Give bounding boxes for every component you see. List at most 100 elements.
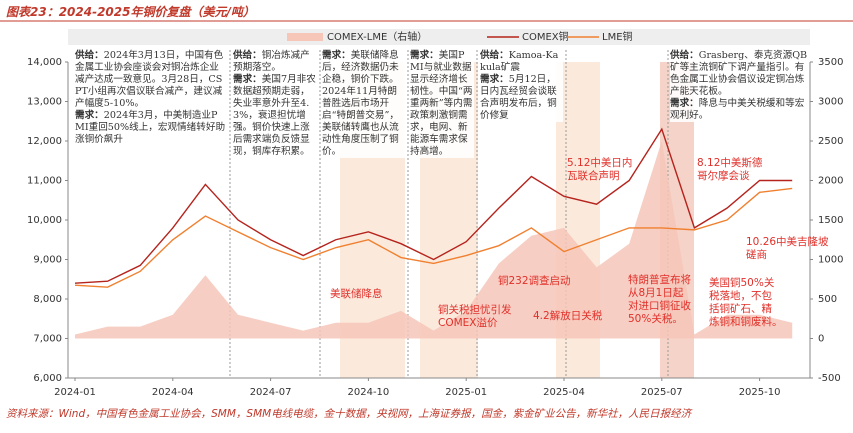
annotation-text: 2024年3月，中美制造业PMI重回50%线上，宏观情绪转好助涨铜价飙升 [75,110,226,145]
annotation-box: 需求：美国PMI与就业数据显示经济增长韧性。中国“两重两新”等内需政策刺激铜需求… [410,50,474,158]
annotation-text: 美国PMI与就业数据显示经济增长韧性。中国“两重两新”等内需政策刺激铜需求，电网… [410,50,473,157]
callout-line: 对进口铜征收 [628,299,691,312]
x-tick-label: 2025-07 [641,387,683,398]
annotation-label: 供给： [670,50,699,61]
legend-swatch [287,33,323,41]
annotation-label: 供给： [233,50,262,61]
x-tick-label: 2025-01 [445,387,487,398]
price-line [74,187,793,288]
price-line [74,127,793,284]
y2-tick-label: 1500 [818,215,843,226]
callout-line: 8.12中美斯德 [697,156,763,169]
x-tick-label: 2024-04 [152,387,194,398]
legend-label: LME铜 [602,31,633,43]
callout-line: 5.12中美日内 [567,156,632,169]
y-tick-label: 11,000 [27,176,62,187]
y-tick-label: 6,000 [33,373,62,384]
callout-line: 磋商 [746,248,767,261]
annotation-paragraph: 需求：2024年3月，中美制造业PMI重回50%线上，宏观情绪转好助涨铜价飙升 [75,110,227,146]
callout-line: 从8月1日起 [628,287,684,299]
callout-line: 铜关税担忧引发 [438,303,512,316]
source-note: 资料来源：Wind，中国有色金属工业协会，SMM，SMM电线电缆，金十数据，央视… [6,408,692,420]
y2-tick-label: 2500 [818,136,843,147]
callout-line: 特朗普宣布将 [628,273,691,286]
callout-line: 括铜矿石、精 [709,302,772,315]
y-tick-label: 8,000 [33,294,62,305]
x-tick-label: 2024-07 [250,387,292,398]
x-tick-label: 2024-10 [348,387,390,398]
annotation-box: 供给：Grasberg、泰克资源QB矿等主流铜矿下调产量指引。有色金属工业协会倡… [670,50,808,122]
y-tick-label: 13,000 [27,97,62,108]
annotation-paragraph: 供给：2024年3月13日，中国有色金属工业协会座谈会对铜冶炼企业减产达成一致意… [75,50,227,110]
y-tick-label: 10,000 [27,215,62,226]
callout: 10.26中美吉隆坡磋商 [746,235,829,261]
callout-line: 铜232调查启动 [498,274,571,287]
y-tick-label: 14,000 [27,57,62,68]
legend-label: COMEX铜 [522,31,569,43]
annotation-label: 需求： [480,74,509,85]
annotation-paragraph: 需求：美国PMI与就业数据显示经济增长韧性。中国“两重两新”等内需政策刺激铜需求… [410,50,474,158]
annotation-paragraph: 需求：5月12日，日内瓦经贸会谈联合声明发布后，铜价修复 [480,74,563,122]
callout: 4.2解放日关税 [533,309,603,322]
y2-tick-label: -500 [818,373,841,384]
callout-line: 税落地，不包 [709,289,772,302]
callout: 5.12中美日内瓦联合声明 [567,156,632,182]
callout: 铜232调查启动 [498,274,571,287]
callout-line: 瓦联合声明 [567,169,620,182]
chart-title: 图表23：2024-2025年铜价复盘（美元/吨） [6,5,255,19]
annotation-text: 2024年3月13日，中国有色金属工业协会座谈会对铜冶炼企业减产达成一致意见。3… [75,50,224,109]
annotation-text: 5月12日，日内瓦经贸会谈联合声明发布后，铜价修复 [480,74,557,121]
annotation-label: 需求： [75,110,104,121]
x-tick-label: 2025-04 [543,387,585,398]
callout: 美联储降息 [330,287,383,300]
y-tick-label: 7,000 [33,334,62,345]
callout: 8.12中美斯德哥尔摩会谈 [697,156,763,182]
annotation-paragraph: 需求：美联储降息后，经济数据仍未企稳，铜价下跌。 [322,50,405,86]
x-tick-label: 2025-10 [739,387,781,398]
annotation-paragraph: 供给：Kamoa-Kakula矿震 [480,50,563,74]
annotation-box: 需求：美联储降息后，经济数据仍未企稳，铜价下跌。 2024年11月特朗普胜选后市场… [322,50,405,158]
spread-area [75,141,793,339]
callout: 美国铜50%关税落地，不包括铜矿石、精炼铜和铜废料。 [709,276,783,328]
annotation-label: 需求： [670,98,699,109]
annotation-text: 2024年11月特朗普胜选后市场开启“特朗普交易”，美联储转鹰也从流动性角度压制… [322,86,399,157]
y2-tick-label: 2000 [818,176,843,187]
annotation-text: 降息与中美关税缓和等宏观利好。 [670,98,805,121]
annotation-label: 供给： [75,50,104,61]
annotation-paragraph: 供给：Grasberg、泰克资源QB矿等主流铜矿下调产量指引。有色金属工业协会倡… [670,50,808,98]
y2-tick-label: 500 [818,294,837,305]
callout-line: 10.26中美吉隆坡 [746,235,829,248]
callout: 特朗普宣布将从8月1日起对进口铜征收 50%关税。 [628,273,691,325]
callout-line: 哥尔摩会谈 [697,169,750,182]
callout-line: 炼铜和铜废料。 [709,315,783,328]
annotation-paragraph: 2024年11月特朗普胜选后市场开启“特朗普交易”，美联储转鹰也从流动性角度压制… [322,86,405,158]
y2-tick-label: 0 [818,334,824,345]
callout: 铜关税担忧引发 COMEX溢价 [438,303,512,329]
annotation-text: 美联储降息后，经济数据仍未企稳，铜价下跌。 [322,50,399,85]
annotation-box: 供给：Kamoa-Kakula矿震 需求：5月12日，日内瓦经贸会谈联合声明发布后… [480,50,563,122]
annotation-label: 需求： [410,50,439,61]
annotation-paragraph: 需求：降息与中美关税缓和等宏观利好。 [670,98,808,122]
y2-tick-label: 3500 [818,57,843,68]
annotation-box: 供给：2024年3月13日，中国有色金属工业协会座谈会对铜冶炼企业减产达成一致意… [75,50,227,146]
legend-label: COMEX-LME（右轴） [327,30,427,43]
callout-line: 50%关税。 [628,312,683,325]
legend-strip [68,29,810,45]
y-tick-label: 9,000 [33,255,62,266]
annotation-paragraph: 需求：美国7月非农数据超预期走弱，失业率意外升至4.3%，衰退担忧增强。铜价快速… [233,74,317,158]
annotation-label: 需求： [322,50,351,61]
annotation-label: 供给： [480,50,509,61]
callout-line: 4.2解放日关税 [533,309,603,322]
callout-line: 美联储降息 [330,287,383,300]
annotation-label: 需求： [233,74,262,85]
annotation-text: Kamoa-Kakula矿震 [480,50,559,73]
y2-tick-label: 3000 [818,97,843,108]
annotation-text: 美国7月非农数据超预期走弱，失业率意外升至4.3%，衰退担忧增强。铜价快速上涨后… [233,74,316,157]
y-tick-label: 12,000 [27,136,62,147]
annotation-paragraph: 供给：铜冶炼减产预期落空。 [233,50,317,74]
callout-line: 美国铜50%关 [709,276,775,289]
annotation-text: Grasberg、泰克资源QB矿等主流铜矿下调产量指引。有色金属工业协会倡议设定… [670,50,808,97]
y2-tick-label: 1000 [818,255,843,266]
